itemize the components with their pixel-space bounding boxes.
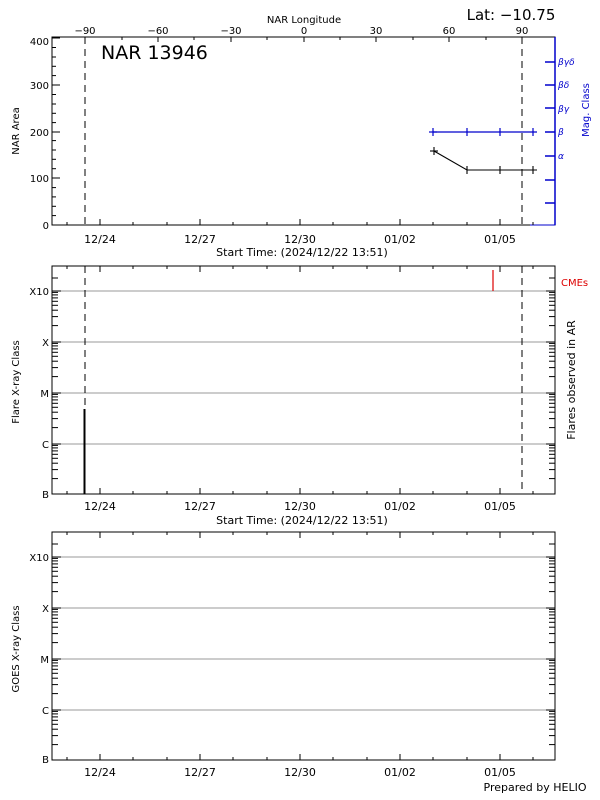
flares-right-label: Flares observed in AR — [565, 320, 578, 440]
svg-text:M: M — [40, 655, 49, 666]
svg-text:βγ: βγ — [557, 105, 570, 115]
svg-text:12/27: 12/27 — [184, 233, 216, 246]
footer-credit: Prepared by HELIO — [484, 781, 587, 794]
svg-text:300: 300 — [30, 81, 49, 92]
area-series — [430, 147, 537, 174]
flares-panel: X10 X M C B Flare X-ray Class Flares obs… — [11, 265, 588, 501]
svg-text:0: 0 — [43, 221, 49, 232]
svg-text:X10: X10 — [29, 553, 49, 564]
svg-text:01/05: 01/05 — [484, 500, 516, 513]
goes-panel: X10 X M C B GOES X-ray Class — [11, 531, 556, 766]
goes-y-tick-labels: X10 X M C B — [29, 553, 49, 766]
svg-text:30: 30 — [370, 26, 383, 37]
svg-text:0: 0 — [301, 26, 307, 37]
flares-y-tick-labels: X10 X M C B — [29, 287, 49, 501]
svg-text:C: C — [42, 440, 49, 451]
mag-class-label: Mag. Class — [581, 83, 592, 137]
svg-text:400: 400 — [30, 37, 49, 48]
goes-log-ticks — [52, 543, 555, 746]
svg-text:B: B — [42, 490, 49, 501]
region-title: NAR 13946 — [101, 42, 208, 64]
svg-text:α: α — [558, 152, 564, 162]
longitude-axis-label: NAR Longitude — [267, 15, 341, 26]
svg-text:12/30: 12/30 — [284, 766, 316, 779]
goes-y-label: GOES X-ray Class — [11, 605, 22, 692]
svg-text:12/27: 12/27 — [184, 766, 216, 779]
start-time-label-2: Start Time: (2024/12/22 13:51) — [216, 514, 388, 527]
svg-text:01/05: 01/05 — [484, 233, 516, 246]
svg-text:C: C — [42, 706, 49, 717]
svg-text:βγδ: βγδ — [557, 58, 575, 68]
svg-text:βδ: βδ — [557, 81, 570, 91]
svg-text:X: X — [42, 604, 49, 615]
flares-log-ticks — [52, 277, 555, 480]
svg-text:60: 60 — [443, 26, 456, 37]
svg-text:12/30: 12/30 — [284, 233, 316, 246]
area-panel: 0 100 200 300 400 NAR Area NAR 13946 βγ — [11, 36, 592, 232]
flares-y-label: Flare X-ray Class — [11, 340, 22, 424]
svg-text:01/02: 01/02 — [384, 500, 416, 513]
svg-text:12/24: 12/24 — [84, 766, 116, 779]
mag-class-series — [429, 128, 537, 136]
svg-text:90: 90 — [516, 26, 529, 37]
goes-date-labels: 12/24 12/27 12/30 01/02 01/05 — [84, 766, 516, 779]
flares-date-labels: 12/24 12/27 12/30 01/02 01/05 — [84, 500, 516, 513]
svg-text:200: 200 — [30, 128, 49, 139]
svg-text:β: β — [557, 128, 564, 138]
svg-text:M: M — [40, 389, 49, 400]
svg-text:12/30: 12/30 — [284, 500, 316, 513]
svg-text:−60: −60 — [147, 26, 168, 37]
svg-text:X10: X10 — [29, 287, 49, 298]
svg-text:−30: −30 — [220, 26, 241, 37]
area-y-label: NAR Area — [11, 107, 22, 154]
longitude-tick-labels: −90 −60 −30 0 30 60 90 — [74, 26, 528, 37]
svg-text:01/02: 01/02 — [384, 233, 416, 246]
svg-text:01/05: 01/05 — [484, 766, 516, 779]
mag-class-tick-labels: βγδ βδ βγ β α — [557, 58, 575, 162]
latitude-label: Lat: −10.75 — [467, 6, 556, 24]
svg-text:12/24: 12/24 — [84, 233, 116, 246]
start-time-label-1: Start Time: (2024/12/22 13:51) — [216, 246, 388, 259]
svg-text:12/27: 12/27 — [184, 500, 216, 513]
svg-text:01/02: 01/02 — [384, 766, 416, 779]
svg-text:−90: −90 — [74, 26, 95, 37]
svg-text:100: 100 — [30, 174, 49, 185]
cme-legend-label: CMEs — [561, 278, 588, 289]
area-y-tick-labels: 0 100 200 300 400 — [30, 37, 49, 232]
svg-text:B: B — [42, 755, 49, 766]
svg-text:12/24: 12/24 — [84, 500, 116, 513]
svg-text:X: X — [42, 338, 49, 349]
area-date-labels: 12/24 12/27 12/30 01/02 01/05 — [84, 233, 516, 246]
